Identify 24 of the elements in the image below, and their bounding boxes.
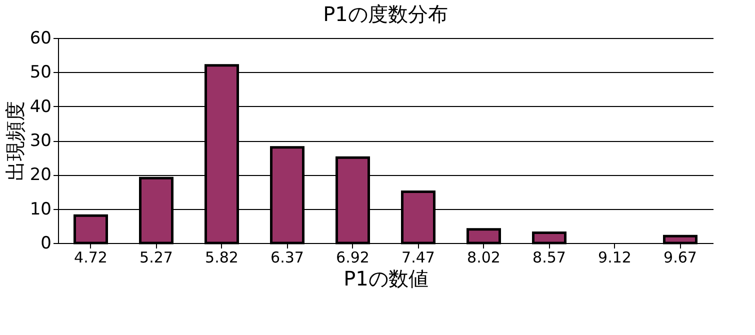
y-tick-label: 10 [30, 199, 52, 220]
bar [532, 232, 566, 244]
x-tick-label: 8.02 [467, 248, 500, 266]
bar [74, 214, 108, 244]
x-axis-title: P1の数値 [344, 266, 428, 290]
x-tick-label: 5.82 [205, 248, 238, 266]
x-tick-label: 5.27 [140, 248, 173, 266]
y-tick-label: 20 [30, 165, 52, 186]
x-tick-label: 8.57 [532, 248, 566, 266]
chart-title: P1の度数分布 [323, 2, 448, 26]
bar [663, 234, 698, 244]
x-tick-label: 6.37 [270, 248, 304, 266]
x-tick-label: 9.67 [664, 248, 697, 266]
y-tick-label: 40 [30, 96, 52, 117]
y-axis-title: 出現頻度 [2, 101, 27, 181]
x-tick-label: 7.47 [402, 248, 435, 266]
y-tick-label: 30 [30, 131, 52, 151]
x-tick-label: 4.72 [74, 248, 108, 266]
bar [466, 228, 501, 244]
y-tick-label: 50 [30, 62, 52, 83]
x-tick-label: 9.12 [598, 248, 632, 266]
y-tick-label: 0 [40, 234, 52, 254]
x-tick-label: 6.92 [336, 248, 370, 266]
y-tick-label: 60 [30, 28, 52, 48]
